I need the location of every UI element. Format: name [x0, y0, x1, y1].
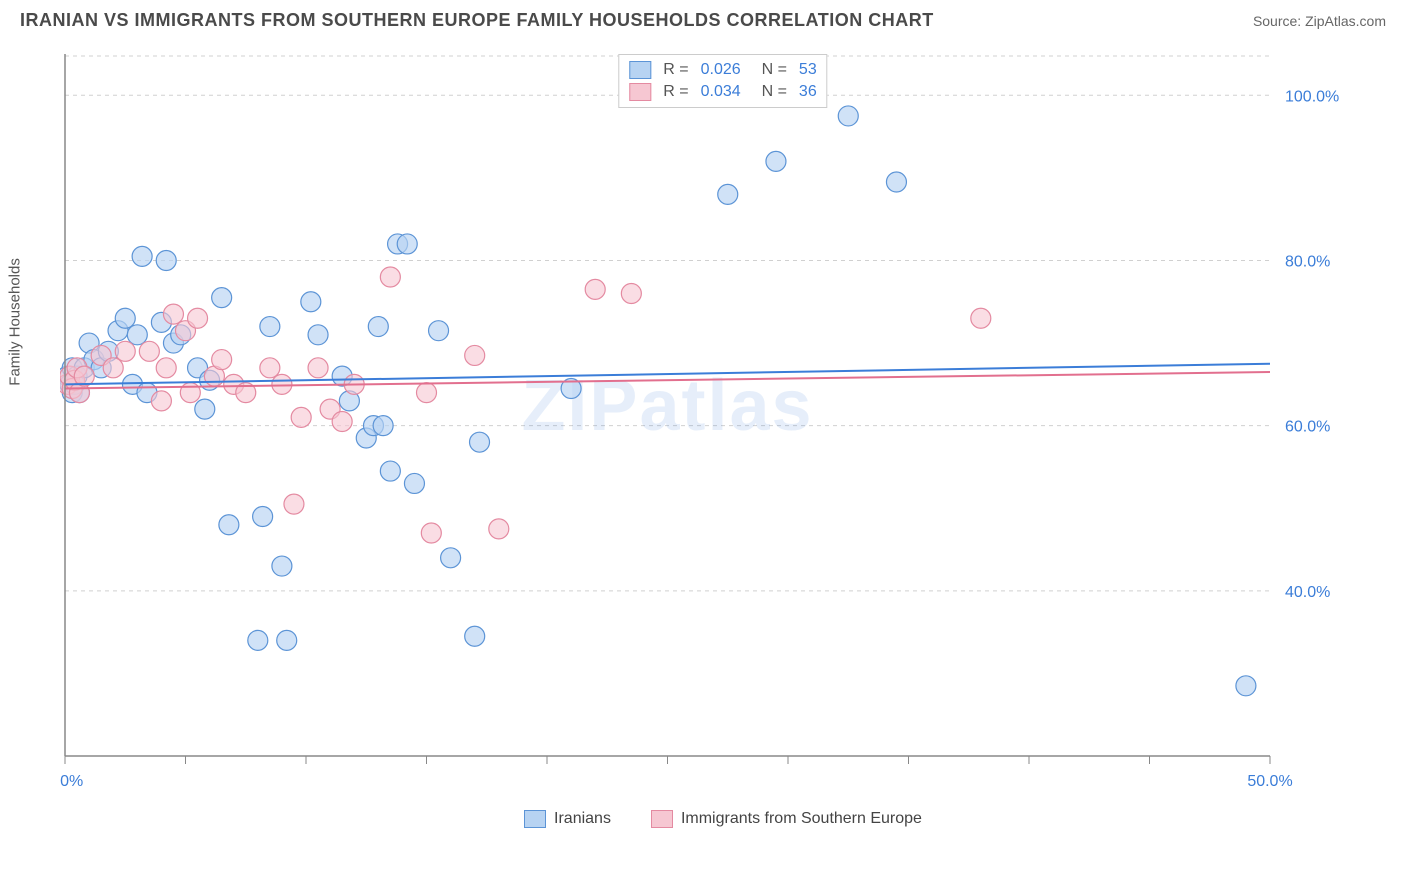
data-point [718, 184, 738, 204]
data-point [1236, 676, 1256, 696]
stat-legend: R = 0.026 N = 53 R = 0.034 N = 36 [618, 54, 827, 108]
y-axis-label: Family Households [7, 258, 24, 386]
data-point [470, 432, 490, 452]
data-point [284, 494, 304, 514]
legend-label: Immigrants from Southern Europe [681, 810, 922, 828]
legend-item: Immigrants from Southern Europe [651, 810, 922, 828]
data-point [489, 519, 509, 539]
data-point [886, 172, 906, 192]
data-point [373, 416, 393, 436]
data-point [308, 358, 328, 378]
data-point [368, 317, 388, 337]
stat-n-label: N = [753, 83, 787, 101]
data-point [127, 325, 147, 345]
stat-r-label: R = [663, 61, 688, 79]
data-point [766, 151, 786, 171]
chart-container: Family Households 40.0%60.0%80.0%100.0%Z… [60, 46, 1386, 836]
data-point [429, 321, 449, 341]
data-point [212, 288, 232, 308]
data-point [291, 407, 311, 427]
scatter-chart: 40.0%60.0%80.0%100.0%ZIPatlas0.0%50.0% [60, 46, 1360, 806]
data-point [248, 630, 268, 650]
y-tick-label: 100.0% [1285, 88, 1339, 105]
data-point [404, 473, 424, 493]
data-point [180, 383, 200, 403]
x-tick-label: 50.0% [1247, 773, 1292, 790]
y-tick-label: 60.0% [1285, 419, 1330, 436]
data-point [115, 341, 135, 361]
data-point [151, 391, 171, 411]
y-tick-label: 40.0% [1285, 584, 1330, 601]
data-point [272, 374, 292, 394]
data-point [195, 399, 215, 419]
chart-header: IRANIAN VS IMMIGRANTS FROM SOUTHERN EURO… [0, 0, 1406, 36]
data-point [441, 548, 461, 568]
data-point [260, 317, 280, 337]
data-point [585, 279, 605, 299]
data-point [260, 358, 280, 378]
series-legend: Iranians Immigrants from Southern Europe [60, 802, 1386, 836]
data-point [115, 308, 135, 328]
legend-label: Iranians [554, 810, 611, 828]
legend-swatch [629, 61, 651, 79]
stat-r-label: R = [663, 83, 688, 101]
data-point [277, 630, 297, 650]
stat-r-value: 0.034 [701, 83, 741, 101]
stat-n-value: 53 [799, 61, 817, 79]
data-point [301, 292, 321, 312]
data-point [380, 461, 400, 481]
data-point [132, 246, 152, 266]
data-point [163, 304, 183, 324]
data-point [621, 284, 641, 304]
legend-swatch [524, 810, 546, 828]
data-point [103, 358, 123, 378]
chart-source: Source: ZipAtlas.com [1253, 13, 1386, 29]
data-point [465, 626, 485, 646]
data-point [465, 345, 485, 365]
stat-legend-row: R = 0.034 N = 36 [629, 81, 816, 103]
data-point [838, 106, 858, 126]
data-point [380, 267, 400, 287]
data-point [272, 556, 292, 576]
legend-item: Iranians [524, 810, 611, 828]
stat-n-label: N = [753, 61, 787, 79]
data-point [308, 325, 328, 345]
data-point [332, 412, 352, 432]
stat-n-value: 36 [799, 83, 817, 101]
x-tick-label: 0.0% [60, 773, 83, 790]
stat-r-value: 0.026 [701, 61, 741, 79]
legend-swatch [629, 83, 651, 101]
data-point [156, 358, 176, 378]
data-point [139, 341, 159, 361]
y-tick-label: 80.0% [1285, 253, 1330, 270]
data-point [417, 383, 437, 403]
data-point [188, 308, 208, 328]
data-point [212, 350, 232, 370]
chart-title: IRANIAN VS IMMIGRANTS FROM SOUTHERN EURO… [20, 10, 934, 31]
data-point [156, 250, 176, 270]
data-point [397, 234, 417, 254]
data-point [421, 523, 441, 543]
data-point [971, 308, 991, 328]
stat-legend-row: R = 0.026 N = 53 [629, 59, 816, 81]
data-point [219, 515, 239, 535]
data-point [253, 506, 273, 526]
legend-swatch [651, 810, 673, 828]
